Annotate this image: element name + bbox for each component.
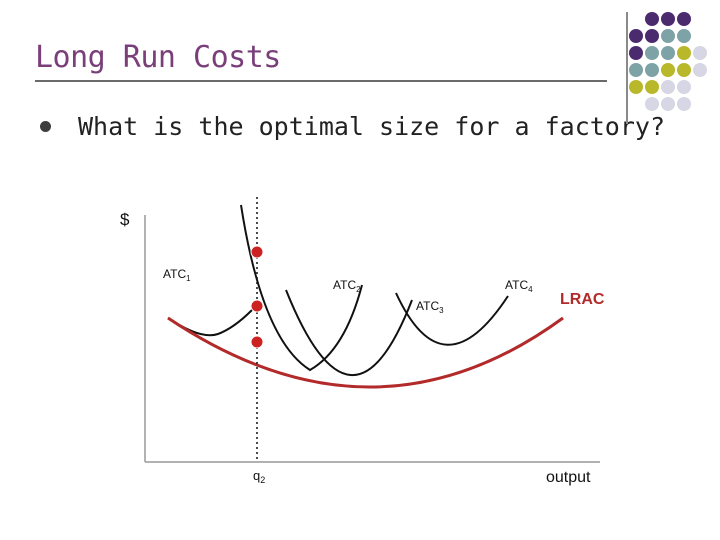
lrac-curve <box>167 316 564 389</box>
atc1-label-sub: 1 <box>186 274 191 283</box>
decorative-dot <box>661 97 675 111</box>
slide-title: Long Run Costs <box>35 40 281 75</box>
atc1-label: ATC1 <box>163 267 191 283</box>
dot-grid-group <box>629 12 707 111</box>
title-underline <box>35 80 607 82</box>
decorative-dot <box>661 46 675 60</box>
atc2-label-sub: 2 <box>356 285 361 294</box>
decorative-dot <box>677 80 691 94</box>
atc2-label: ATC2 <box>333 278 361 294</box>
q2-tick-label: q2 <box>253 468 265 485</box>
decorative-dot <box>661 80 675 94</box>
lrac-marker <box>250 335 264 349</box>
atc3-label-sub: 3 <box>439 306 444 315</box>
atc4-label-sub: 4 <box>528 285 533 294</box>
decorative-dot <box>677 29 691 43</box>
decorative-dot <box>645 97 659 111</box>
atc3-label-base: ATC <box>416 299 439 313</box>
q2-label-base: q <box>253 468 260 483</box>
decorative-dot <box>677 63 691 77</box>
bullet-dot-icon <box>40 121 51 132</box>
decorative-dot <box>693 46 707 60</box>
atc4-label-base: ATC <box>505 278 528 292</box>
decorative-dot <box>629 46 643 60</box>
decorative-dot <box>661 12 675 26</box>
atc4-label: ATC4 <box>505 278 533 294</box>
y-axis-label: $ <box>120 210 130 229</box>
decorative-dot <box>677 12 691 26</box>
decorative-dot <box>661 63 675 77</box>
q2-label-sub: 2 <box>260 475 265 485</box>
decorative-dot <box>677 97 691 111</box>
decorative-vertical-rule <box>626 12 628 124</box>
decorative-dot-grid <box>629 12 707 111</box>
atc1-curve <box>167 309 253 337</box>
decorative-dot <box>661 29 675 43</box>
atc4-curve <box>395 292 509 346</box>
decorative-dot <box>629 63 643 77</box>
decorative-dot <box>693 63 707 77</box>
atc1-marker <box>250 299 264 313</box>
atc3-label: ATC3 <box>416 299 444 315</box>
atc2-marker <box>250 245 264 259</box>
decorative-dot <box>629 29 643 43</box>
decorative-dot <box>645 12 659 26</box>
lrac-label: LRAC <box>560 291 605 308</box>
decorative-dot <box>645 63 659 77</box>
decorative-dot <box>645 80 659 94</box>
decorative-dot <box>629 80 643 94</box>
x-axis-label: output <box>546 469 591 486</box>
decorative-dot <box>645 46 659 60</box>
bullet-item: What is the optimal size for a factory? <box>40 112 665 141</box>
decorative-dot <box>645 29 659 43</box>
atc2-label-base: ATC <box>333 278 356 292</box>
bullet-text: What is the optimal size for a factory? <box>78 112 665 141</box>
atc1-label-base: ATC <box>163 267 186 281</box>
atc3-curve <box>285 289 413 377</box>
atc2-curve <box>240 204 363 372</box>
decorative-dot <box>677 46 691 60</box>
